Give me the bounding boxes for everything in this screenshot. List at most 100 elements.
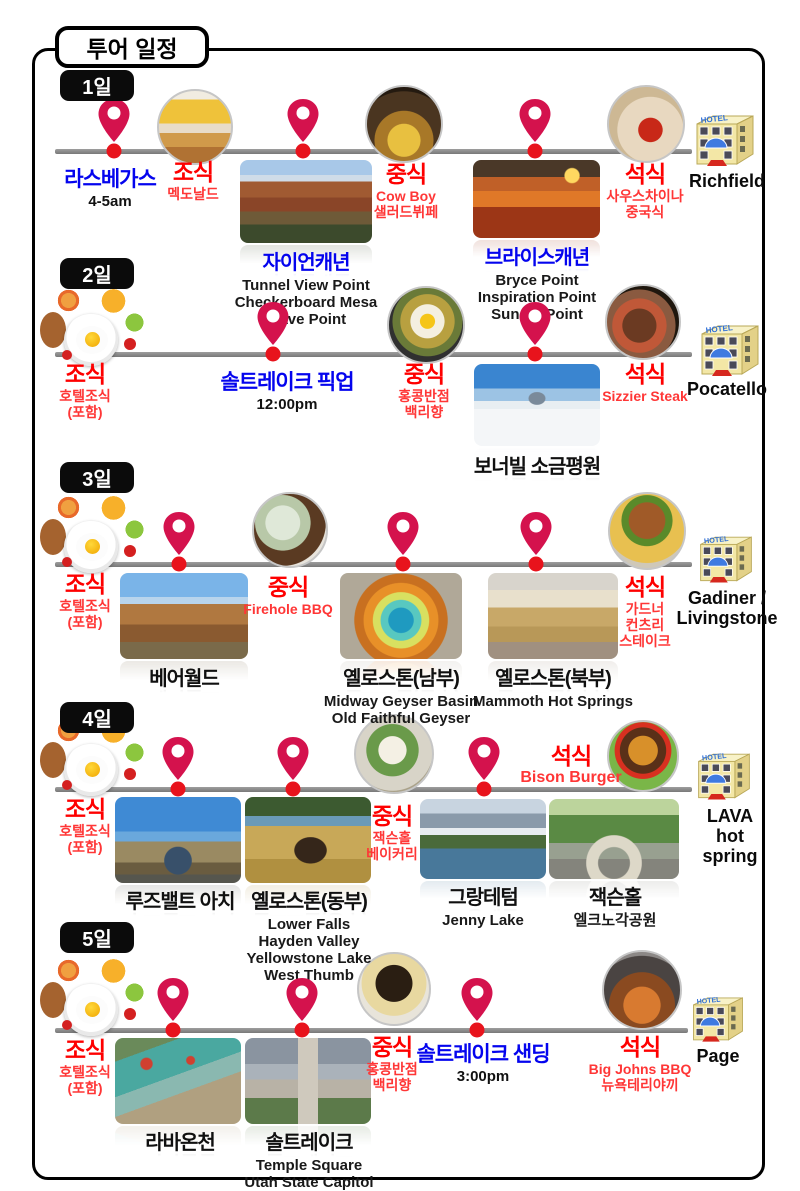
breakfast-title: 조식 <box>64 1037 106 1063</box>
timeline <box>55 562 692 567</box>
lunch-title: 중식 <box>403 361 445 387</box>
lunch-title: 중식 <box>371 803 413 829</box>
map-pin-icon <box>520 512 552 572</box>
photo-dinner-bison-burger <box>607 720 679 792</box>
hotel-icon-label: HOTEL <box>704 534 730 546</box>
dinner-detail: Bison Burger <box>520 769 622 787</box>
lunch-detail: 홍콩반점 백리향 <box>366 1061 418 1094</box>
photo-bonneville-salt-flats <box>474 364 600 446</box>
map-pin-icon <box>162 737 194 797</box>
photo-salt-lake-temple <box>245 1038 371 1124</box>
place-notes: Lower Falls Hayden Valley Yellowstone La… <box>246 916 372 984</box>
hotel-icon: HOTEL <box>696 113 754 166</box>
place-notes: Temple Square Utah State Capitol <box>244 1157 374 1191</box>
hotel-label: Richfield <box>688 171 766 191</box>
photo-lunch-jajangmyeon <box>357 952 431 1026</box>
dinner-detail: 가드너 컨츠리 스테이크 <box>619 601 671 650</box>
dinner-detail: Big Johns BBQ 뉴욕테리야끼 <box>588 1061 692 1094</box>
place-label: 잭슨홀 <box>588 887 642 909</box>
hotel-icon: HOTEL <box>698 751 750 800</box>
hotel-label: Page <box>696 1046 740 1066</box>
day-badge: 1일 <box>60 70 134 101</box>
lunch-title: 중식 <box>385 161 427 187</box>
photo-dinner-bbq-grill <box>602 950 682 1030</box>
photo-roosevelt-arch <box>115 797 241 883</box>
photo-dinner-chinese <box>607 85 685 163</box>
timeline <box>55 352 692 357</box>
photo-grand-teton <box>420 799 546 879</box>
day-badge: 2일 <box>60 258 134 289</box>
place-label: 옐로스톤(북부) <box>495 668 612 690</box>
breakfast-detail: 호텔조식 (포함) <box>59 388 111 421</box>
breakfast-title: 조식 <box>64 571 106 597</box>
dinner-detail: 사우스차이나 중국식 <box>606 188 684 221</box>
map-pin-icon <box>519 99 551 159</box>
place-label: 라바온천 <box>145 1132 216 1154</box>
hotel-icon-label: HOTEL <box>705 323 733 335</box>
photo-lunch-bowl <box>354 714 434 794</box>
pickup-label: 솔트레이크 픽업 <box>220 371 354 394</box>
map-pin-icon <box>98 99 130 159</box>
day-badge: 3일 <box>60 462 134 493</box>
sending-time: 3:00pm <box>456 1068 510 1085</box>
map-pin-icon <box>157 978 189 1038</box>
place-label: 자이언캐년 <box>262 252 351 274</box>
breakfast-title: 조식 <box>64 796 106 822</box>
photo-lunch-bbq <box>252 492 328 568</box>
day-badge: 4일 <box>60 702 134 733</box>
place-label: 보너빌 소금평원 <box>473 456 601 478</box>
hotel-icon-label: HOTEL <box>702 751 728 763</box>
map-pin-icon <box>519 302 551 362</box>
timeline <box>55 149 692 154</box>
page-title: 투어 일정 <box>55 26 209 68</box>
lunch-detail: Firehole BBQ <box>243 601 333 618</box>
timeline <box>55 1028 688 1033</box>
dinner-title: 석식 <box>550 743 592 769</box>
photo-yellowstone-south <box>340 573 462 659</box>
map-pin-icon <box>286 978 318 1038</box>
place-label: 옐로스톤(동부) <box>251 891 368 913</box>
place-notes: Tunnel View Point Checkerboard Mesa Wave… <box>234 277 378 328</box>
city-time: 4-5am <box>88 193 132 210</box>
lunch-detail: Cow Boy 샐러드뷔페 <box>373 188 439 221</box>
place-label: 옐로스톤(남부) <box>343 668 460 690</box>
dinner-title: 석식 <box>624 574 666 600</box>
dinner-detail: Sizzier Steak <box>602 388 688 405</box>
map-pin-icon <box>468 737 500 797</box>
photo-lava-hot-springs <box>115 1038 241 1124</box>
photo-hotel-breakfast <box>40 958 145 1038</box>
lunch-detail: 잭슨홀 베이커리 <box>366 830 418 863</box>
map-pin-icon <box>163 512 195 572</box>
hotel-label: LAVA hot spring <box>702 806 758 866</box>
map-pin-icon <box>461 978 493 1038</box>
place-label: 솔트레이크 <box>265 1132 354 1154</box>
place-notes: Mammoth Hot Springs <box>473 693 633 710</box>
place-label: 루즈밸트 아치 <box>125 891 236 913</box>
breakfast-detail: 호텔조식 (포함) <box>59 598 111 631</box>
hotel-icon: HOTEL <box>701 323 759 376</box>
timeline <box>55 787 692 792</box>
photo-hotel-breakfast <box>40 495 145 575</box>
breakfast-detail: 멕도날드 <box>167 186 219 203</box>
hotel-icon-label: HOTEL <box>700 113 728 125</box>
photo-bryce-canyon <box>473 160 600 238</box>
photo-yellowstone-north <box>488 573 618 659</box>
hotel-label: Pocatello <box>686 379 768 399</box>
photo-hotel-breakfast <box>40 288 145 368</box>
hotel-label: Gadiner / Livingstone <box>676 588 778 628</box>
photo-dinner-burger-fries <box>608 492 686 570</box>
dinner-title: 석식 <box>624 361 666 387</box>
photo-bear-world <box>120 573 248 659</box>
map-pin-icon <box>387 512 419 572</box>
map-pin-icon <box>277 737 309 797</box>
photo-jackson-hole <box>549 799 679 879</box>
place-notes: 엘크노각공원 <box>573 912 657 929</box>
lunch-title: 중식 <box>371 1034 413 1060</box>
lunch-title: 중식 <box>267 574 309 600</box>
map-pin-icon <box>287 99 319 159</box>
photo-lunch-cowboy-buffet <box>365 85 443 163</box>
pickup-time: 12:00pm <box>256 396 318 413</box>
hotel-icon: HOTEL <box>693 996 743 1042</box>
photo-lunch-bibimbap <box>387 286 465 364</box>
hotel-icon: HOTEL <box>700 534 752 583</box>
